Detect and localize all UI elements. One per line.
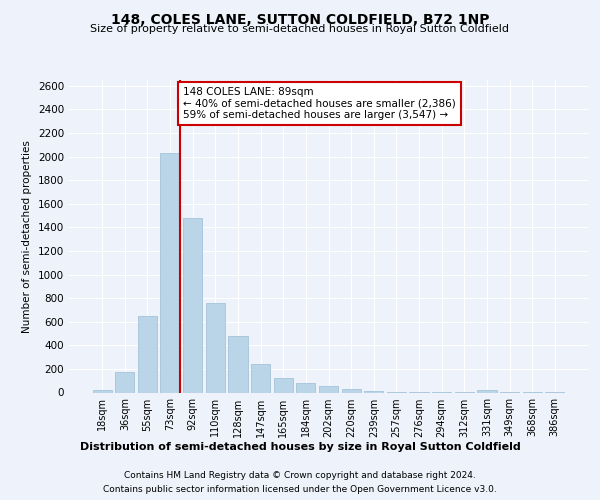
Text: Distribution of semi-detached houses by size in Royal Sutton Coldfield: Distribution of semi-detached houses by … [80, 442, 520, 452]
Bar [160, 153, 180, 392]
Bar [92, 390, 112, 392]
Bar [183, 218, 202, 392]
Bar [341, 389, 361, 392]
Bar [296, 383, 316, 392]
Text: Size of property relative to semi-detached houses in Royal Sutton Coldfield: Size of property relative to semi-detach… [91, 24, 509, 34]
Bar [251, 364, 270, 392]
Bar [115, 372, 134, 392]
Text: 148, COLES LANE, SUTTON COLDFIELD, B72 1NP: 148, COLES LANE, SUTTON COLDFIELD, B72 1… [111, 12, 489, 26]
Text: 148 COLES LANE: 89sqm
← 40% of semi-detached houses are smaller (2,386)
59% of s: 148 COLES LANE: 89sqm ← 40% of semi-deta… [183, 87, 456, 120]
Bar [274, 378, 293, 392]
Bar [229, 336, 248, 392]
Bar [206, 303, 225, 392]
Text: Contains public sector information licensed under the Open Government Licence v3: Contains public sector information licen… [103, 485, 497, 494]
Y-axis label: Number of semi-detached properties: Number of semi-detached properties [22, 140, 32, 332]
Bar [138, 316, 157, 392]
Bar [477, 390, 497, 392]
Text: Contains HM Land Registry data © Crown copyright and database right 2024.: Contains HM Land Registry data © Crown c… [124, 471, 476, 480]
Bar [319, 386, 338, 392]
